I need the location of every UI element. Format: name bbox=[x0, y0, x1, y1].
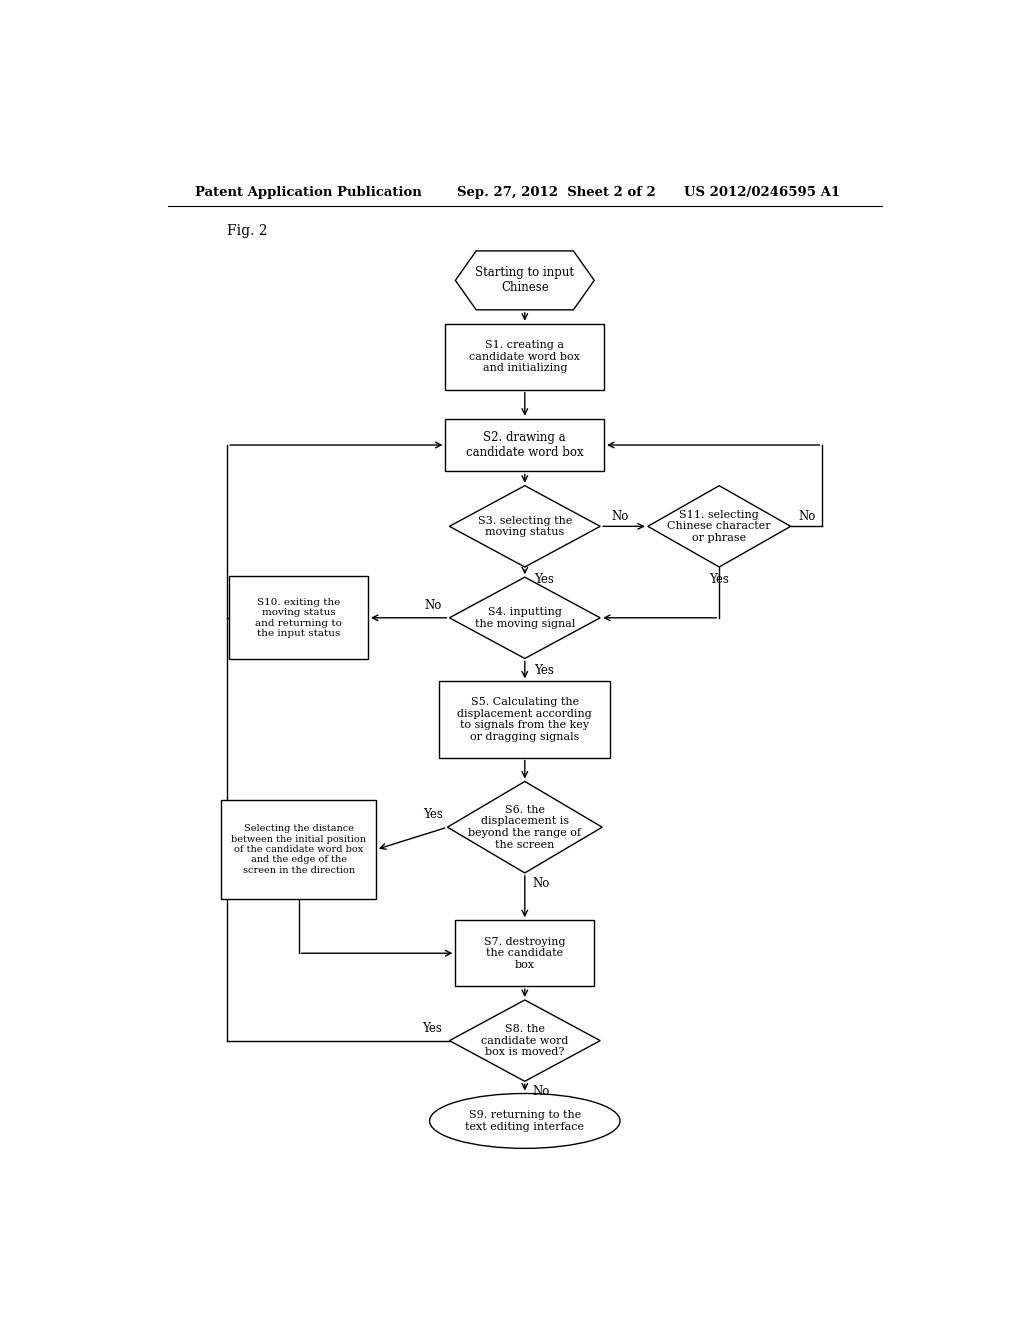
Text: S6. the
displacement is
beyond the range of
the screen: S6. the displacement is beyond the range… bbox=[468, 805, 582, 850]
Polygon shape bbox=[456, 251, 594, 310]
FancyBboxPatch shape bbox=[229, 576, 368, 660]
Text: S5. Calculating the
displacement according
to signals from the key
or dragging s: S5. Calculating the displacement accordi… bbox=[458, 697, 592, 742]
FancyBboxPatch shape bbox=[439, 681, 610, 758]
FancyBboxPatch shape bbox=[221, 800, 376, 899]
Text: Yes: Yes bbox=[423, 808, 443, 821]
Ellipse shape bbox=[430, 1093, 620, 1148]
Text: Yes: Yes bbox=[535, 664, 554, 677]
Text: No: No bbox=[532, 1085, 550, 1098]
Text: Starting to input
Chinese: Starting to input Chinese bbox=[475, 267, 574, 294]
Text: S9. returning to the
text editing interface: S9. returning to the text editing interf… bbox=[465, 1110, 585, 1131]
Polygon shape bbox=[447, 781, 602, 873]
Text: Yes: Yes bbox=[422, 1022, 442, 1035]
Polygon shape bbox=[450, 486, 600, 568]
FancyBboxPatch shape bbox=[456, 920, 594, 986]
Text: S1. creating a
candidate word box
and initializing: S1. creating a candidate word box and in… bbox=[469, 341, 581, 374]
Text: S4. inputting
the moving signal: S4. inputting the moving signal bbox=[474, 607, 575, 628]
Text: No: No bbox=[799, 510, 816, 523]
Text: S8. the
candidate word
box is moved?: S8. the candidate word box is moved? bbox=[481, 1024, 568, 1057]
Text: S2. drawing a
candidate word box: S2. drawing a candidate word box bbox=[466, 432, 584, 459]
Text: S7. destroying
the candidate
box: S7. destroying the candidate box bbox=[484, 937, 565, 970]
FancyBboxPatch shape bbox=[445, 418, 604, 471]
Text: Yes: Yes bbox=[710, 573, 729, 586]
Polygon shape bbox=[648, 486, 791, 568]
Text: Selecting the distance
between the initial position
of the candidate word box
an: Selecting the distance between the initi… bbox=[231, 824, 367, 875]
Text: No: No bbox=[425, 599, 442, 612]
Text: US 2012/0246595 A1: US 2012/0246595 A1 bbox=[684, 186, 840, 199]
Text: S3. selecting the
moving status: S3. selecting the moving status bbox=[477, 516, 572, 537]
Text: Yes: Yes bbox=[535, 573, 554, 586]
Text: S10. exiting the
moving status
and returning to
the input status: S10. exiting the moving status and retur… bbox=[255, 598, 342, 638]
Polygon shape bbox=[450, 1001, 600, 1081]
Text: No: No bbox=[611, 510, 629, 523]
Polygon shape bbox=[450, 577, 600, 659]
Text: Fig. 2: Fig. 2 bbox=[227, 224, 267, 239]
Text: No: No bbox=[532, 876, 550, 890]
Text: S11. selecting
Chinese character
or phrase: S11. selecting Chinese character or phra… bbox=[668, 510, 771, 543]
Text: Sep. 27, 2012  Sheet 2 of 2: Sep. 27, 2012 Sheet 2 of 2 bbox=[458, 186, 656, 199]
FancyBboxPatch shape bbox=[445, 323, 604, 389]
Text: Patent Application Publication: Patent Application Publication bbox=[196, 186, 422, 199]
